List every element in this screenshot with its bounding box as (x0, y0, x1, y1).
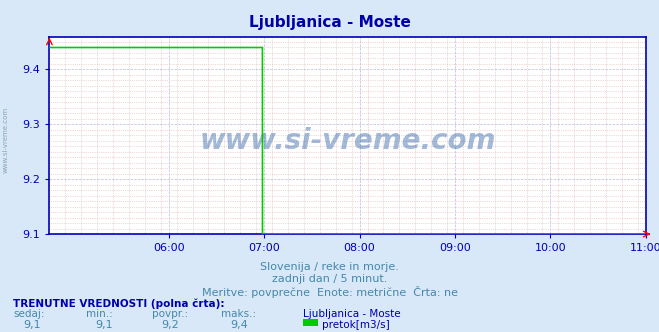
Text: povpr.:: povpr.: (152, 309, 188, 319)
Text: Slovenija / reke in morje.: Slovenija / reke in morje. (260, 262, 399, 272)
Text: min.:: min.: (86, 309, 113, 319)
Text: www.si-vreme.com: www.si-vreme.com (2, 106, 9, 173)
Text: maks.:: maks.: (221, 309, 256, 319)
Text: sedaj:: sedaj: (13, 309, 45, 319)
Text: 9,1: 9,1 (96, 320, 113, 330)
Text: TRENUTNE VREDNOSTI (polna črta):: TRENUTNE VREDNOSTI (polna črta): (13, 299, 225, 309)
Text: zadnji dan / 5 minut.: zadnji dan / 5 minut. (272, 274, 387, 284)
Text: 9,4: 9,4 (231, 320, 248, 330)
Text: Ljubljanica - Moste: Ljubljanica - Moste (303, 309, 401, 319)
Text: Meritve: povprečne  Enote: metrične  Črta: ne: Meritve: povprečne Enote: metrične Črta:… (202, 286, 457, 297)
Text: Ljubljanica - Moste: Ljubljanica - Moste (248, 15, 411, 30)
Text: 9,1: 9,1 (23, 320, 41, 330)
Text: pretok[m3/s]: pretok[m3/s] (322, 320, 389, 330)
Text: www.si-vreme.com: www.si-vreme.com (200, 127, 496, 155)
Text: 9,2: 9,2 (161, 320, 179, 330)
